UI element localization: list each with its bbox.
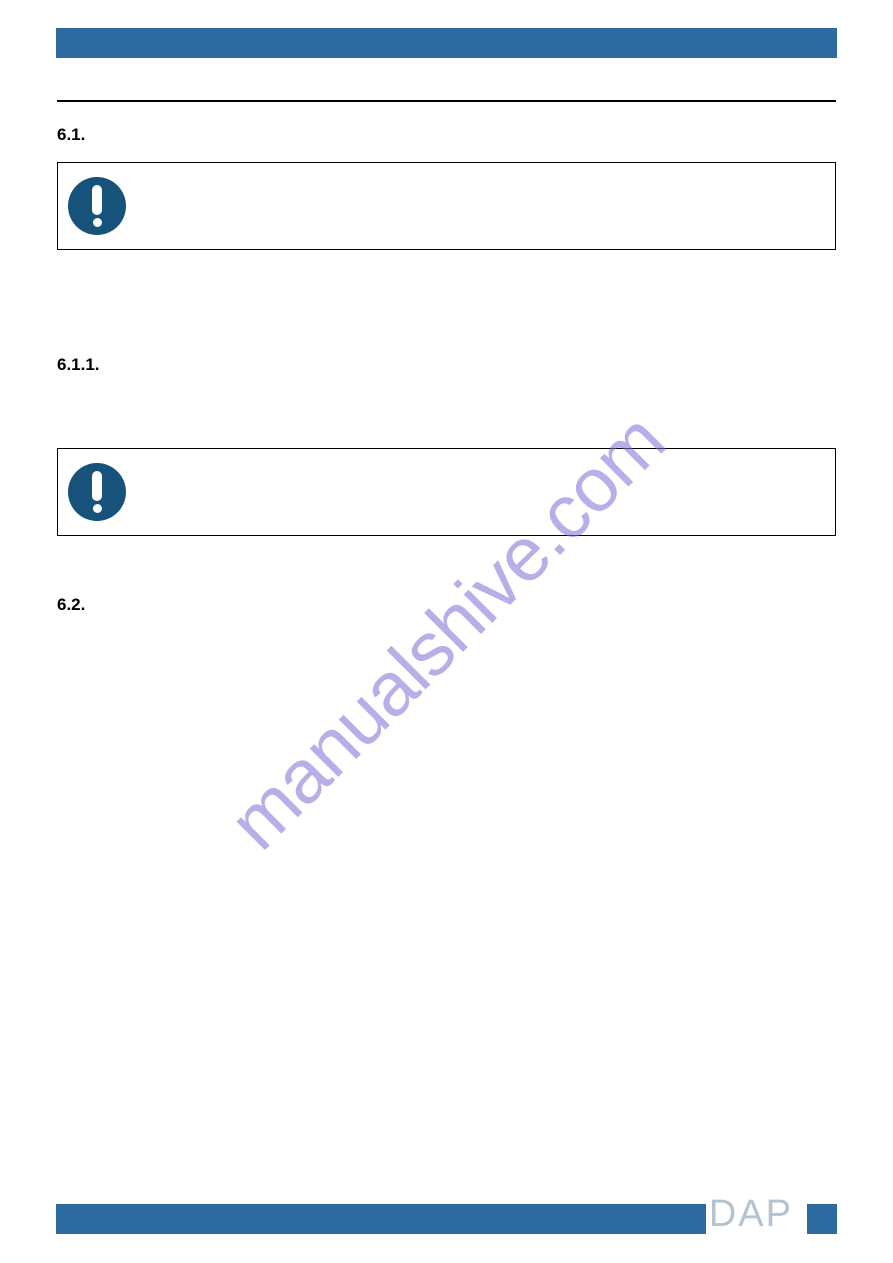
section-heading-6-1: 6.1. [57, 125, 85, 145]
manual-page: 6.1. 6.1.1. 6.2. manualshive.com DAP [0, 0, 893, 1263]
section-heading-6-1-1: 6.1.1. [57, 355, 100, 375]
exclamation-mark-bar [92, 471, 102, 501]
exclamation-mark-dot [93, 504, 102, 513]
exclamation-icon [68, 463, 126, 521]
exclamation-mark-bar [92, 185, 102, 215]
footer-bar [56, 1204, 706, 1234]
notice-box-1 [57, 162, 836, 250]
section-heading-6-2: 6.2. [57, 595, 85, 615]
footer-accent [807, 1204, 837, 1234]
section-divider [57, 100, 836, 102]
exclamation-icon [68, 177, 126, 235]
header-bar [56, 28, 837, 58]
footer-logo: DAP [709, 1193, 793, 1236]
notice-box-2 [57, 448, 836, 536]
exclamation-mark-dot [93, 218, 102, 227]
